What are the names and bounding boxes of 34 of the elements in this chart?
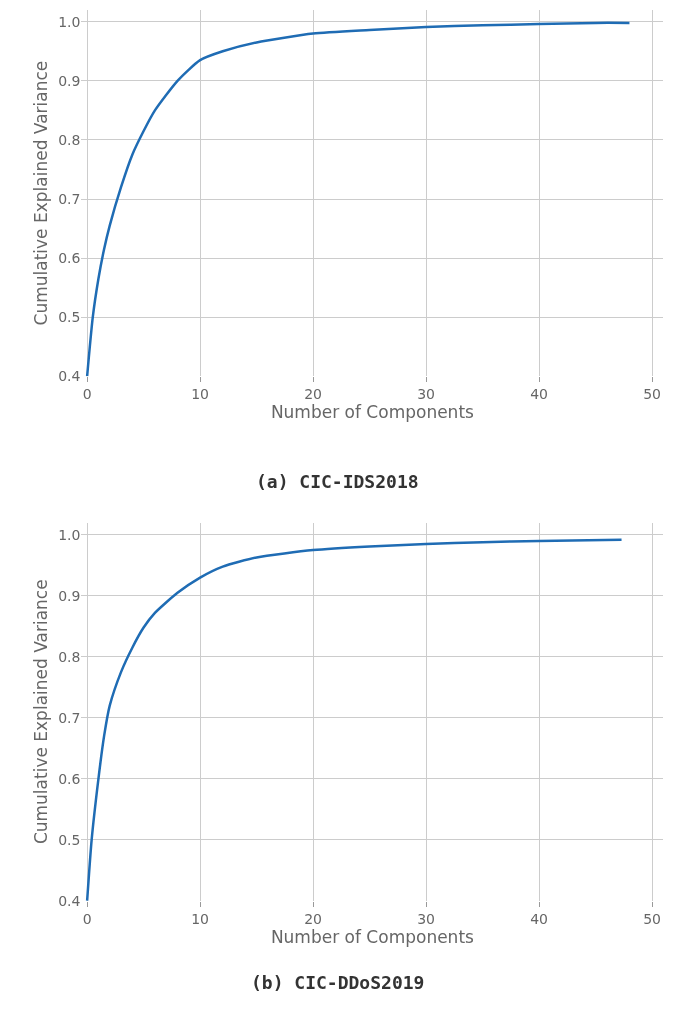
x-tick-label: 20 (304, 910, 323, 927)
x-tick-label: 10 (191, 386, 210, 403)
y-tick-label: 1.0 (58, 526, 81, 543)
y-tick-label: 0.6 (58, 770, 81, 787)
y-tick-label: 0.7 (58, 709, 81, 726)
y-tick-label: 0.5 (58, 831, 81, 848)
x-axis-title: Number of Components (270, 926, 475, 947)
x-tick-label: 40 (530, 386, 548, 403)
y-tick-label: 1.0 (58, 13, 81, 30)
y-tick-label: 0.4 (58, 368, 81, 385)
y-axis-title: Cumulative Explained Variance (30, 579, 51, 845)
x-tick-label: 50 (643, 910, 661, 927)
y-tick-label: 0.4 (58, 892, 81, 909)
y-tick-label: 0.9 (58, 587, 81, 604)
x-tick-label: 30 (417, 386, 435, 403)
y-tick-label: 0.6 (58, 250, 81, 267)
x-tick-label: 30 (417, 910, 435, 927)
x-tick-label: 0 (82, 910, 92, 927)
y-tick-label: 0.9 (58, 72, 81, 89)
x-axis-title: Number of Components (270, 402, 475, 423)
y-axis-title: Cumulative Explained Variance (30, 60, 51, 326)
x-tick-label: 40 (530, 910, 548, 927)
x-tick-label: 20 (304, 386, 323, 403)
x-tick-label: 10 (191, 910, 210, 927)
line-series (85, 21, 631, 377)
y-tick-label: 0.8 (58, 648, 81, 665)
y-tick-label: 0.7 (58, 190, 81, 207)
text: (a) CIC-IDS2018 (256, 471, 419, 492)
y-tick-label: 0.5 (58, 309, 81, 326)
x-tick-label: 0 (82, 386, 92, 403)
y-tick-label: 0.8 (58, 131, 81, 148)
text: (b) CIC-DDoS2019 (251, 972, 425, 993)
line-series (85, 538, 623, 901)
x-tick-label: 50 (643, 386, 661, 403)
